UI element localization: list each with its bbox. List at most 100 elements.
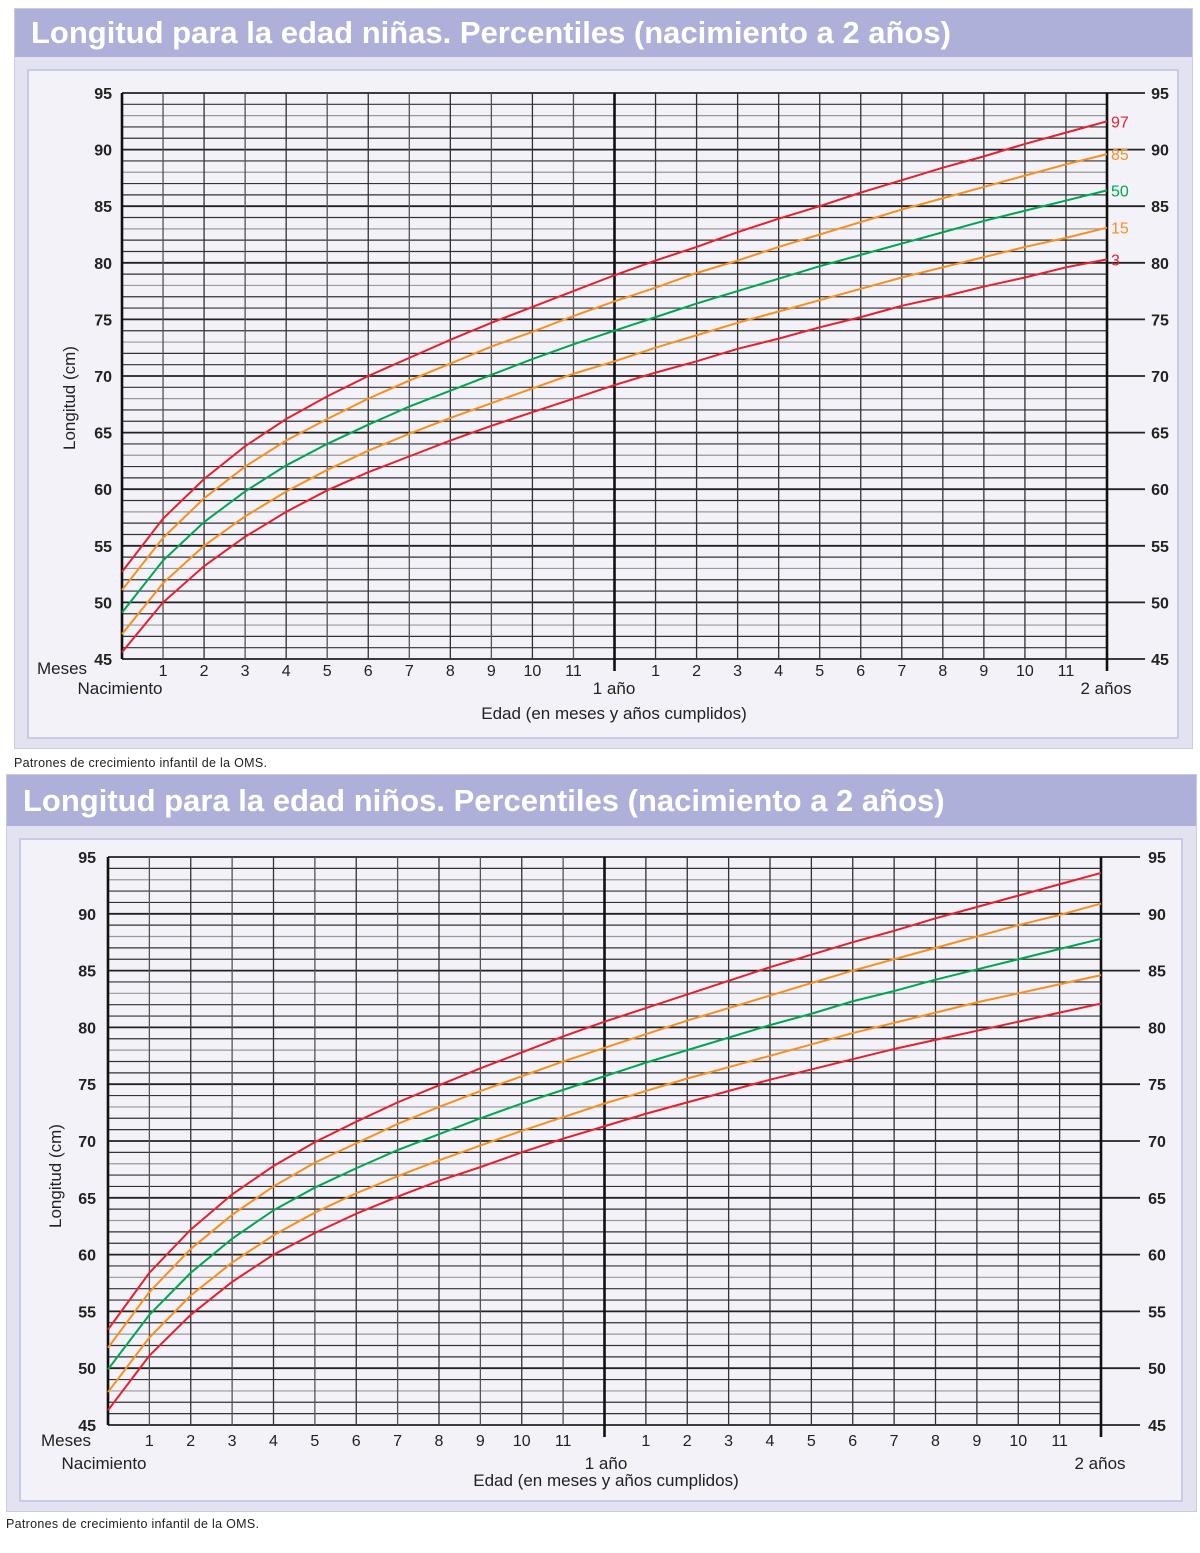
y-tick-label-left: 90 [78, 907, 96, 924]
percentile-label: 50 [1111, 183, 1129, 200]
y-tick-label-left: 85 [78, 964, 96, 981]
boys-percentile-line-1 [107, 902, 1102, 1349]
x-tick-label: 11 [555, 1433, 572, 1450]
boys-percentile-line-0 [107, 871, 1102, 1331]
x-tick-label: 3 [724, 1433, 733, 1450]
boys-x-prefix: Meses [40, 1431, 92, 1450]
y-tick-label-right: 45 [1151, 652, 1169, 669]
boys-percentile-line-3 [107, 974, 1102, 1393]
x-tick-label: 1 [641, 1433, 650, 1450]
x-tick-label: 5 [310, 1433, 319, 1450]
y-tick-label-right: 95 [1148, 850, 1166, 867]
x-tick-label: 9 [487, 663, 496, 680]
boys-percentile-line-2 [107, 937, 1102, 1370]
x-tick-label: 8 [931, 1433, 940, 1450]
y-tick-label-left: 55 [78, 1304, 96, 1321]
girls-x-start-label: Nacimiento [77, 679, 163, 698]
x-tick-label: 11 [565, 663, 582, 680]
y-tick-label-right: 45 [1148, 1418, 1166, 1435]
y-tick-label-left: 60 [78, 1248, 96, 1265]
x-tick-label: 3 [733, 663, 742, 680]
y-tick-label-right: 50 [1151, 595, 1169, 612]
x-tick-label: 10 [513, 1433, 531, 1450]
percentile-label: 3 [1111, 252, 1120, 269]
x-tick-label: 8 [446, 663, 455, 680]
x-tick-label: 10 [524, 663, 542, 680]
x-tick-label: 10 [1009, 1433, 1027, 1450]
boys-percentile-line-4 [107, 1002, 1102, 1411]
boys-caption: Patrones de crecimiento infantil de la O… [6, 1517, 260, 1531]
girls-percentile-line-3 [121, 258, 1108, 653]
y-tick-label-right: 75 [1151, 312, 1169, 329]
y-tick-label-left: 85 [94, 199, 112, 216]
x-tick-label: 9 [476, 1433, 485, 1450]
y-tick-label-right: 85 [1151, 199, 1169, 216]
x-tick-label: 4 [774, 663, 783, 680]
y-tick-label-right: 60 [1148, 1248, 1166, 1265]
y-tick-label-right: 60 [1151, 482, 1169, 499]
y-tick-label-left: 65 [78, 1191, 96, 1208]
x-tick-label: 2 [200, 663, 209, 680]
x-tick-label: 7 [393, 1433, 402, 1450]
y-tick-label-right: 85 [1148, 964, 1166, 981]
x-tick-label: 5 [807, 1433, 816, 1450]
boys-chart-title: Longitud para la edad niños. Percentiles… [7, 775, 1196, 826]
x-tick-label: 3 [241, 663, 250, 680]
x-tick-label: 11 [1058, 663, 1075, 680]
x-tick-label: 7 [897, 663, 906, 680]
y-tick-label-left: 60 [94, 482, 112, 499]
x-tick-label: 5 [323, 663, 332, 680]
girls-chart-panel: Longitud para la edad niñas. Percentiles… [14, 8, 1193, 749]
x-tick-label: 10 [1016, 663, 1034, 680]
girls-percentile-line-97 [121, 120, 1108, 573]
y-tick-label-right: 90 [1148, 907, 1166, 924]
girls-percentile-line-50 [121, 189, 1108, 614]
x-tick-label: 6 [848, 1433, 857, 1450]
x-tick-label: 6 [364, 663, 373, 680]
girls-percentile-line-15 [121, 226, 1108, 635]
x-tick-label: 2 [683, 1433, 692, 1450]
y-tick-label-left: 50 [94, 595, 112, 612]
y-tick-label-left: 50 [78, 1361, 96, 1378]
x-tick-label: 1 [145, 1433, 154, 1450]
girls-caption: Patrones de crecimiento infantil de la O… [14, 756, 268, 770]
girls-x-axis-label: Edad (en meses y años cumplidos) [481, 704, 747, 723]
y-tick-label-left: 45 [94, 652, 112, 669]
y-tick-label-right: 75 [1148, 1077, 1166, 1094]
percentile-label: 15 [1111, 221, 1129, 238]
y-tick-label-left: 95 [78, 850, 96, 867]
percentile-label: 97 [1111, 114, 1129, 131]
y-tick-label-right: 65 [1148, 1191, 1166, 1208]
x-tick-label: 4 [766, 1433, 775, 1450]
y-tick-label-left: 70 [94, 369, 112, 386]
x-tick-label: 2 [186, 1433, 195, 1450]
x-tick-label: 7 [890, 1433, 899, 1450]
y-tick-label-left: 80 [78, 1020, 96, 1037]
percentile-label: 85 [1111, 147, 1129, 164]
y-tick-label-right: 80 [1151, 256, 1169, 273]
x-tick-label: 8 [938, 663, 947, 680]
girls-x-prefix: Meses [36, 659, 88, 678]
y-tick-label-left: 65 [94, 426, 112, 443]
x-tick-label: 3 [228, 1433, 237, 1450]
x-tick-label: 9 [979, 663, 988, 680]
x-tick-label: 6 [352, 1433, 361, 1450]
boys-x-start-label: Nacimiento [61, 1454, 147, 1473]
boys-x-year2: 2 años [1074, 1454, 1126, 1473]
x-tick-label: 7 [405, 663, 414, 680]
girls-chart-area [27, 69, 1179, 739]
y-tick-label-right: 50 [1148, 1361, 1166, 1378]
y-tick-label-left: 80 [94, 256, 112, 273]
y-tick-label-right: 70 [1148, 1134, 1166, 1151]
y-tick-label-right: 70 [1151, 369, 1169, 386]
y-tick-label-right: 95 [1151, 86, 1169, 103]
x-tick-label: 8 [435, 1433, 444, 1450]
y-tick-label-left: 95 [94, 86, 112, 103]
girls-x-year2: 2 años [1080, 679, 1132, 698]
girls-percentile-line-85 [121, 153, 1108, 591]
boys-x-year1: 1 año [584, 1454, 628, 1473]
y-tick-label-left: 90 [94, 143, 112, 160]
